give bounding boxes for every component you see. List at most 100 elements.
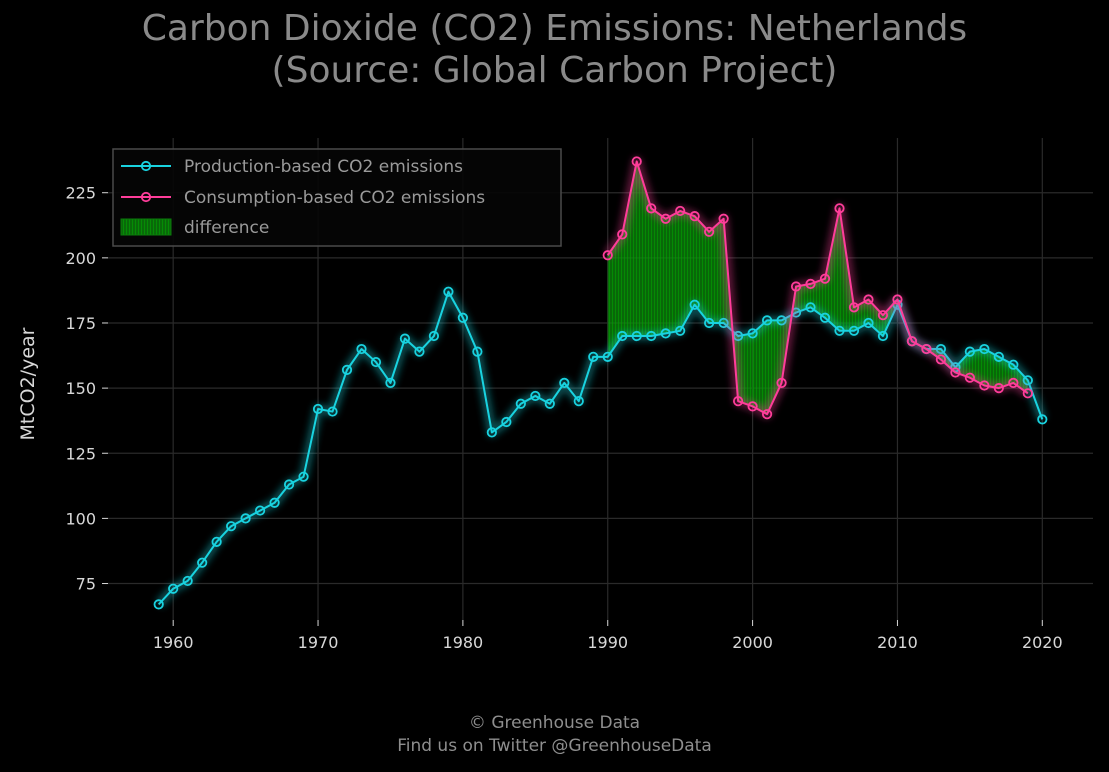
production-point — [153, 599, 164, 610]
x-tick-label: 1980 — [443, 633, 484, 652]
production-point — [428, 330, 440, 342]
production-point — [182, 575, 193, 587]
consumption-point — [921, 343, 932, 355]
production-point — [298, 471, 309, 482]
legend-label-consumption: Consumption-based CO2 emissions — [184, 188, 485, 208]
consumption-point — [935, 354, 947, 365]
production-point — [240, 513, 251, 524]
legend-marker-consumption — [140, 191, 152, 203]
production-point — [573, 396, 584, 407]
production-point — [399, 333, 411, 344]
consumption-point — [877, 310, 889, 321]
y-tick-label: 100 — [65, 509, 96, 528]
production-point — [211, 536, 222, 547]
consumption-point — [747, 401, 758, 412]
consumption-point — [1022, 388, 1033, 399]
production-point — [327, 406, 338, 417]
consumption-point — [950, 367, 961, 378]
production-point — [631, 330, 642, 342]
production-point — [559, 377, 570, 389]
production-point — [660, 328, 671, 339]
production-point — [675, 325, 686, 336]
production-point — [1022, 375, 1033, 386]
consumption-point — [892, 294, 903, 305]
production-point — [544, 398, 555, 409]
production-point — [168, 583, 179, 594]
production-point — [1008, 359, 1019, 370]
consumption-point — [1008, 377, 1019, 389]
production-series — [153, 286, 1048, 610]
production-point — [226, 521, 237, 532]
consumption-point — [776, 377, 787, 389]
consumption-point — [805, 278, 816, 290]
production-point — [689, 299, 700, 310]
consumption-point — [733, 396, 744, 407]
grid — [108, 138, 1093, 620]
chart-title: Carbon Dioxide (CO2) Emissions: Netherla… — [0, 8, 1109, 92]
production-point — [356, 343, 367, 355]
production-point — [863, 317, 874, 329]
consumption-point — [993, 383, 1004, 394]
production-point — [993, 351, 1004, 362]
consumption-series — [602, 156, 1033, 420]
production-point — [370, 356, 382, 368]
y-tick-label: 150 — [65, 379, 96, 398]
y-tick-label: 125 — [65, 444, 96, 463]
footer-copyright: © Greenhouse Data — [468, 713, 641, 733]
production-point — [515, 398, 526, 409]
production-point — [834, 325, 845, 336]
consumption-point — [863, 294, 874, 305]
production-point — [602, 351, 613, 362]
production-point — [341, 364, 353, 375]
consumption-point — [675, 205, 686, 217]
legend-label-difference: difference — [184, 218, 269, 238]
consumption-point — [979, 380, 990, 391]
legend-swatch-difference — [120, 218, 172, 236]
production-point — [776, 315, 787, 326]
production-point — [805, 302, 816, 313]
production-line — [157, 290, 1044, 606]
production-point — [414, 346, 425, 357]
x-tick-label: 1990 — [587, 633, 628, 652]
production-point — [935, 343, 947, 355]
production-point — [472, 346, 483, 357]
consumption-point — [617, 229, 628, 240]
y-tick-label: 200 — [65, 249, 96, 268]
consumption-point — [631, 156, 642, 167]
consumption-point — [660, 213, 671, 224]
difference-area — [607, 161, 1028, 415]
production-point — [1037, 414, 1048, 425]
production-point — [747, 328, 758, 339]
x-tick-label: 1970 — [298, 633, 339, 652]
legend-box — [112, 148, 562, 247]
consumption-point — [964, 372, 975, 383]
consumption-point — [819, 273, 831, 284]
consumption-point — [761, 409, 773, 420]
production-point — [486, 427, 497, 438]
production-point — [588, 351, 599, 362]
production-point — [283, 479, 295, 490]
consumption-point — [602, 250, 613, 261]
y-tick-label: 175 — [65, 314, 96, 333]
production-point — [530, 390, 541, 402]
x-tick-label: 2000 — [732, 633, 773, 652]
production-point — [877, 330, 889, 342]
production-point — [979, 343, 990, 355]
y-tick-label: 75 — [76, 575, 96, 594]
production-point — [269, 497, 280, 508]
production-point — [646, 330, 657, 342]
production-point — [312, 403, 324, 415]
consumption-point — [906, 336, 918, 347]
consumption-point — [834, 203, 845, 214]
x-tick-label: 2020 — [1022, 633, 1063, 652]
x-tick-label: 2010 — [877, 633, 918, 652]
production-point — [501, 416, 512, 428]
production-point — [617, 330, 628, 342]
production-point — [819, 312, 831, 323]
production-point — [761, 315, 773, 326]
legend-marker-production — [140, 160, 152, 172]
production-point — [848, 325, 860, 336]
production-point — [704, 317, 715, 329]
footer-twitter: Find us on Twitter @GreenhouseData — [397, 736, 712, 756]
